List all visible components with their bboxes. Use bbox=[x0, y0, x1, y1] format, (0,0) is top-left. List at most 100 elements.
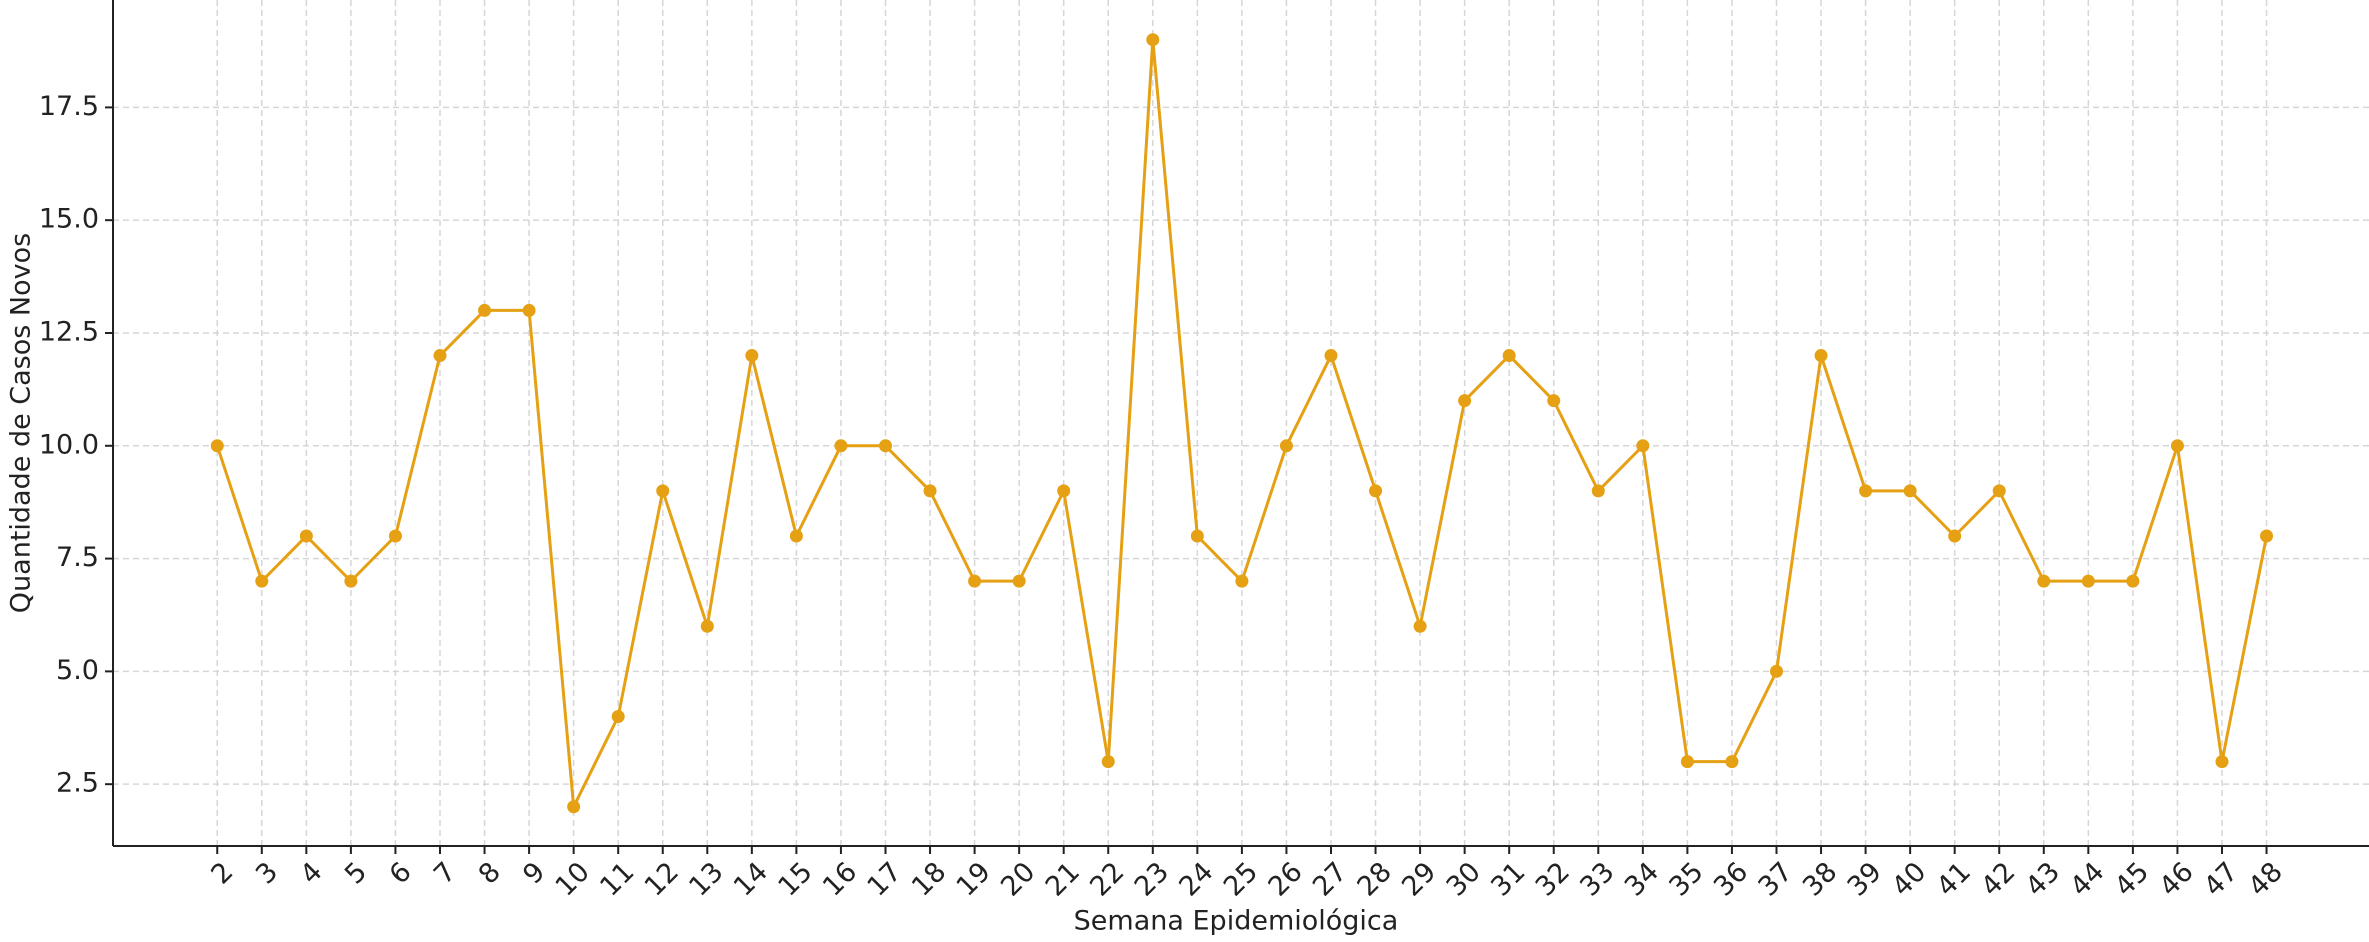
x-tick-label: 34 bbox=[1619, 856, 1665, 902]
data-point bbox=[1903, 484, 1917, 498]
y-tick-label: 15.0 bbox=[39, 204, 99, 235]
data-point bbox=[611, 710, 625, 724]
x-tick-label: 47 bbox=[2198, 856, 2244, 902]
x-tick-label: 43 bbox=[2020, 856, 2066, 902]
data-point bbox=[2037, 574, 2051, 588]
x-tick-label: 30 bbox=[1441, 856, 1487, 902]
x-tick-label: 38 bbox=[1797, 856, 1843, 902]
data-point bbox=[1057, 484, 1071, 498]
data-point bbox=[210, 439, 224, 453]
x-tick-label: 4 bbox=[295, 856, 329, 890]
data-point bbox=[745, 349, 759, 363]
data-point bbox=[1547, 394, 1561, 408]
x-tick-label: 25 bbox=[1218, 856, 1264, 902]
x-tick-label: 45 bbox=[2109, 856, 2155, 902]
data-point bbox=[2260, 529, 2274, 543]
x-tick-label: 29 bbox=[1396, 856, 1442, 902]
x-tick-label: 39 bbox=[1842, 856, 1888, 902]
data-point bbox=[344, 574, 358, 588]
x-tick-label: 42 bbox=[1975, 856, 2021, 902]
x-tick-label: 15 bbox=[772, 856, 818, 902]
data-point bbox=[522, 303, 536, 317]
data-point bbox=[1769, 664, 1783, 678]
data-point bbox=[1190, 529, 1204, 543]
x-tick-label: 41 bbox=[1931, 856, 1977, 902]
data-point bbox=[2081, 574, 2095, 588]
x-tick-label: 19 bbox=[951, 856, 997, 902]
data-point bbox=[1814, 349, 1828, 363]
data-point bbox=[656, 484, 670, 498]
y-tick-label: 7.5 bbox=[56, 542, 99, 573]
data-point bbox=[388, 529, 402, 543]
x-tick-label: 16 bbox=[817, 856, 863, 902]
x-tick-label: 27 bbox=[1307, 856, 1353, 902]
data-point bbox=[1413, 619, 1427, 633]
data-point bbox=[1591, 484, 1605, 498]
data-point bbox=[1992, 484, 2006, 498]
data-point bbox=[789, 529, 803, 543]
x-tick-label: 3 bbox=[250, 856, 284, 890]
y-tick-label: 10.0 bbox=[39, 429, 99, 460]
x-tick-label: 26 bbox=[1262, 856, 1308, 902]
x-tick-label: 37 bbox=[1753, 856, 1799, 902]
data-point bbox=[1279, 439, 1293, 453]
data-point bbox=[1725, 755, 1739, 769]
data-point bbox=[567, 800, 581, 814]
x-tick-label: 44 bbox=[2064, 856, 2110, 902]
data-point bbox=[923, 484, 937, 498]
x-tick-label: 10 bbox=[550, 856, 596, 902]
data-point bbox=[299, 529, 313, 543]
x-tick-label: 8 bbox=[473, 856, 507, 890]
data-point bbox=[433, 349, 447, 363]
x-tick-label: 9 bbox=[517, 856, 551, 890]
x-tick-label: 24 bbox=[1173, 856, 1219, 902]
x-tick-label: 18 bbox=[906, 856, 952, 902]
data-point bbox=[1235, 574, 1249, 588]
data-point bbox=[1458, 394, 1472, 408]
x-tick-label: 12 bbox=[639, 856, 685, 902]
data-point bbox=[1101, 755, 1115, 769]
data-point bbox=[1948, 529, 1962, 543]
x-tick-label: 32 bbox=[1530, 856, 1576, 902]
x-tick-label: 2 bbox=[205, 856, 239, 890]
x-tick-label: 14 bbox=[728, 856, 774, 902]
data-point bbox=[834, 439, 848, 453]
x-tick-label: 31 bbox=[1485, 856, 1531, 902]
x-tick-label: 20 bbox=[995, 856, 1041, 902]
data-point bbox=[1369, 484, 1383, 498]
data-point bbox=[968, 574, 982, 588]
data-point bbox=[2215, 755, 2229, 769]
data-point bbox=[1859, 484, 1873, 498]
x-tick-label: 46 bbox=[2153, 856, 2199, 902]
x-tick-label: 13 bbox=[683, 856, 729, 902]
data-point bbox=[478, 303, 492, 317]
x-tick-label: 5 bbox=[339, 856, 373, 890]
data-point bbox=[1636, 439, 1650, 453]
data-point bbox=[1502, 349, 1516, 363]
x-tick-label: 33 bbox=[1574, 856, 1620, 902]
x-tick-label: 6 bbox=[384, 856, 418, 890]
x-tick-label: 22 bbox=[1084, 856, 1130, 902]
data-point bbox=[2126, 574, 2140, 588]
y-tick-label: 17.5 bbox=[39, 91, 99, 122]
data-point bbox=[1012, 574, 1026, 588]
y-tick-label: 2.5 bbox=[56, 768, 99, 799]
data-point bbox=[700, 619, 714, 633]
x-tick-label: 21 bbox=[1040, 856, 1086, 902]
x-tick-label: 28 bbox=[1352, 856, 1398, 902]
x-tick-label: 48 bbox=[2243, 856, 2289, 902]
data-point bbox=[878, 439, 892, 453]
data-point bbox=[1680, 755, 1694, 769]
x-axis-label: Semana Epidemiológica bbox=[1074, 906, 1399, 937]
x-tick-label: 23 bbox=[1129, 856, 1175, 902]
x-tick-label: 40 bbox=[1886, 856, 1932, 902]
y-tick-label: 5.0 bbox=[56, 655, 99, 686]
data-point bbox=[2170, 439, 2184, 453]
x-tick-label: 17 bbox=[862, 856, 908, 902]
x-tick-label: 35 bbox=[1663, 856, 1709, 902]
data-point bbox=[1324, 349, 1338, 363]
data-point bbox=[1146, 33, 1160, 47]
grid bbox=[113, 0, 2369, 846]
